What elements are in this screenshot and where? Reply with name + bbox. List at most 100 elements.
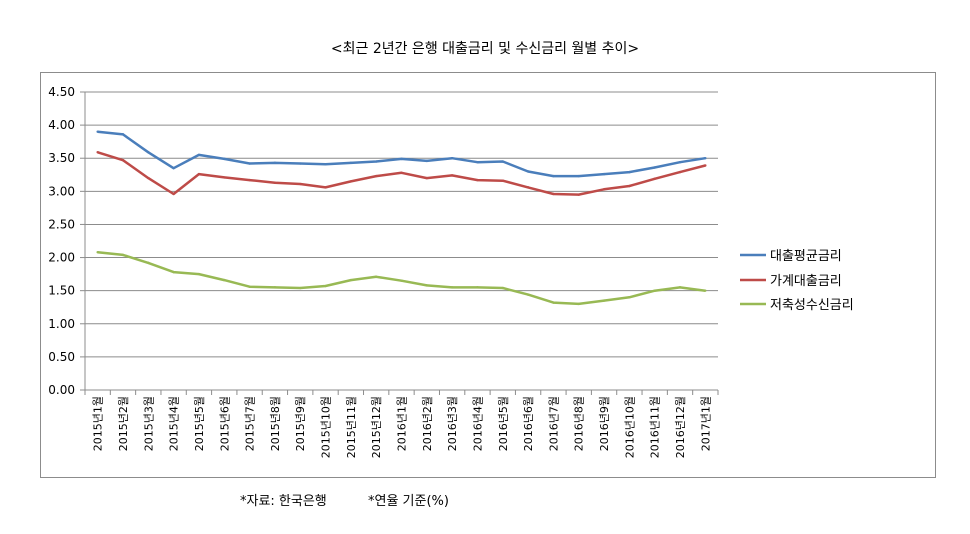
unit-footnote: *연율 기준(%) [368,494,449,509]
data-point [577,174,580,178]
series-layer [96,130,707,306]
source-footnote: *자료: 한국은행 [240,494,327,509]
data-point [223,157,226,161]
x-tick-label: 2015년2월 [117,396,130,451]
x-tick-label: 2015년10월 [320,396,333,458]
data-point [273,181,277,184]
x-tick-label: 2015년4월 [168,396,181,451]
x-tick-label: 2016년12월 [674,396,687,458]
data-point [299,182,302,186]
x-tick-label: 2016년10월 [623,396,636,458]
axis-layer: 0.00 0.50 1.00 1.50 2.00 2.50 3.00 3.50 4.00 4.50… [48,85,719,458]
data-point [425,176,429,180]
x-tick-label: 2015년7월 [244,396,257,451]
data-point [248,178,251,182]
legend-label-2: 가계대출금리 [770,274,842,289]
x-tick-label: 2015년12월 [370,396,383,458]
data-point [197,172,201,176]
data-point [248,285,251,288]
legend-label-1: 대출평균금리 [770,249,842,264]
x-tick-label: 2017년1월 [699,396,712,451]
data-point [526,186,530,189]
chart-title: <최근 2년간 은행 대출금리 및 수신금리 월별 추이> [330,41,640,57]
data-point [501,286,504,290]
y-tick-label: 1.00 [48,317,75,331]
x-tick-label: 2015년8월 [269,396,282,451]
data-point [552,301,555,304]
data-point [476,178,479,182]
x-tick-label: 2016년8월 [573,396,586,451]
x-tick-label: 2016년9월 [598,396,611,451]
series-line-1 [97,130,706,178]
data-point [121,253,125,257]
data-point [602,188,606,191]
data-point [96,151,99,154]
y-tick-label: 1.50 [48,284,75,298]
data-point [96,251,99,254]
y-tick-label: 2.00 [48,251,75,265]
y-tick-label: 3.50 [48,151,75,165]
data-point [324,284,327,288]
data-point [374,160,378,163]
y-tick-label: 4.00 [48,118,75,132]
data-point [552,192,555,196]
grid-layer [85,91,718,391]
data-point [324,162,327,166]
x-tick-label: 2016년1월 [396,396,409,451]
data-point [628,296,631,299]
data-point [425,284,429,287]
data-point [526,293,530,296]
series-line-3 [97,251,706,306]
x-tick-label: 2016년5월 [497,396,510,451]
data-point [147,261,150,265]
data-point [526,170,530,173]
data-point [172,166,175,170]
data-point [197,153,201,157]
data-point [223,278,226,282]
x-tick-label: 2016년11월 [649,396,662,458]
data-point [299,286,302,290]
data-point [704,289,707,292]
data-point [400,157,403,161]
x-tick-label: 2016년3월 [446,396,459,451]
data-point [653,166,656,169]
data-point [678,286,682,289]
x-tick-label: 2015년5월 [193,396,206,451]
data-point [147,176,150,180]
data-point [450,286,454,289]
data-point [349,161,353,165]
data-point [299,162,302,165]
data-point [197,272,201,276]
data-point [552,174,555,178]
x-tick-label: 2016년6월 [522,396,535,451]
y-tick-label: 0.50 [48,350,75,364]
data-point [223,176,226,179]
data-point [577,193,580,196]
x-tick-label: 2015년3월 [142,396,155,451]
y-tick-label: 0.00 [48,383,75,397]
x-tick-label: 2016년7월 [547,396,560,451]
data-point [273,286,277,289]
data-point [628,170,631,174]
data-point [121,159,125,162]
data-point [476,160,479,164]
data-point [349,278,353,282]
data-point [248,162,251,165]
data-point [678,160,682,164]
x-tick-label: 2015년11월 [345,396,358,458]
x-tick-label: 2016년2월 [421,396,434,451]
x-tick-label: 2015년1월 [92,396,105,451]
data-point [450,174,454,177]
data-point [450,157,454,160]
data-point [324,186,327,189]
y-tick-label: 3.00 [48,184,75,198]
x-tick-label: 2015년9월 [294,396,307,451]
data-point [602,172,606,176]
data-point [96,130,99,133]
data-point [172,270,175,274]
data-point [349,180,353,183]
data-point [374,275,378,278]
data-point [172,192,175,196]
